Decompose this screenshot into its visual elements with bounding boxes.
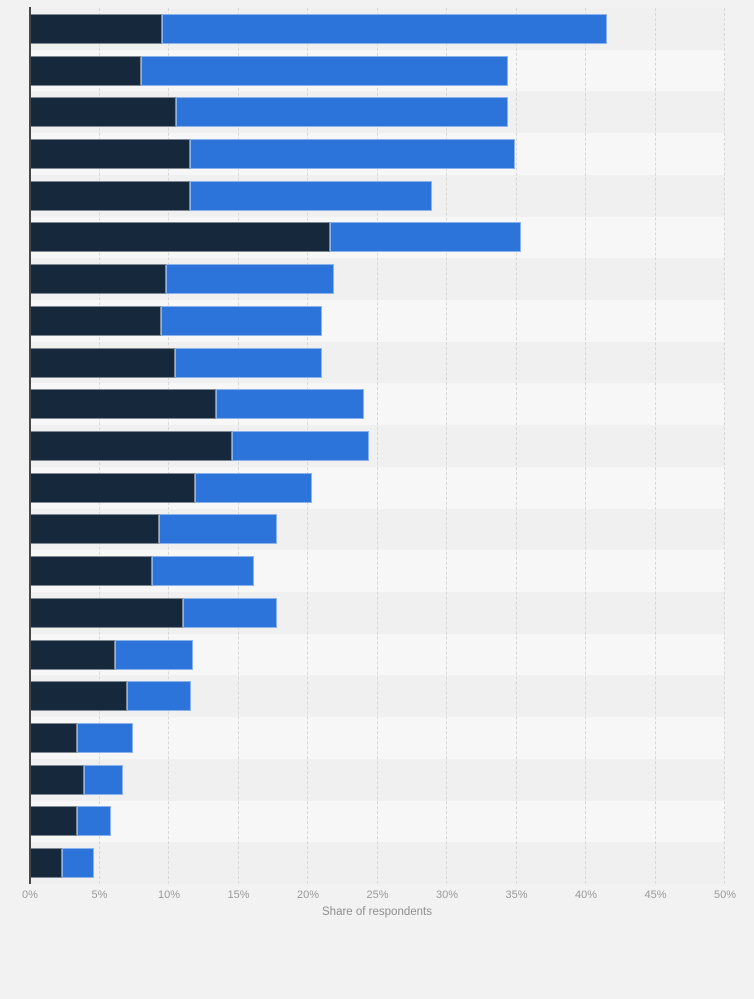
x-tick-label-50%: 50% (713, 889, 737, 901)
bar-row (30, 305, 322, 336)
blue-segment (166, 264, 335, 295)
blue-segment (182, 597, 278, 628)
bar-row (30, 472, 313, 503)
blue-segment (77, 723, 133, 753)
blue-segment (330, 222, 521, 253)
dark-navy-segment (30, 264, 167, 295)
bar-row (30, 806, 111, 837)
bar-row (30, 264, 335, 295)
dark-navy-segment (30, 556, 153, 587)
dark-navy-segment (30, 222, 331, 253)
dark-navy-segment (30, 97, 176, 128)
bar-row (30, 681, 192, 712)
gridline-50% (724, 8, 725, 884)
dark-navy-segment (30, 806, 78, 837)
dark-navy-segment (30, 848, 62, 879)
dark-navy-segment (30, 681, 128, 712)
x-tick-label-0%: 0% (22, 889, 38, 901)
bar-row (30, 139, 516, 169)
x-tick-label-35%: 35% (505, 889, 528, 901)
blue-segment (189, 139, 516, 169)
dark-navy-segment (30, 13, 163, 44)
blue-segment (174, 347, 322, 378)
bar-row (30, 97, 509, 128)
blue-segment (127, 681, 192, 712)
blue-segment (114, 639, 193, 670)
blue-segment (141, 55, 509, 86)
blue-segment (61, 848, 94, 879)
blue-segment (175, 97, 509, 128)
x-axis-label: Share of respondents (322, 906, 432, 918)
blue-segment (77, 806, 111, 837)
bar-row (30, 389, 364, 420)
blue-segment (162, 13, 607, 44)
bar-row (30, 556, 254, 587)
bar-row (30, 597, 278, 628)
bar-row (30, 13, 607, 44)
blue-segment (84, 764, 124, 795)
dark-navy-segment (30, 639, 115, 670)
row-band (30, 717, 725, 759)
row-band (30, 800, 725, 843)
x-tick-label-25%: 25% (366, 889, 389, 901)
row-band (30, 842, 725, 884)
x-tick-label-30%: 30% (435, 889, 459, 901)
dark-navy-segment (30, 55, 142, 86)
bar-row (30, 347, 322, 378)
y-axis-line (29, 7, 31, 884)
gridline-30% (446, 8, 447, 884)
blue-segment (195, 472, 313, 503)
dark-navy-segment (30, 431, 232, 461)
bar-row (30, 848, 94, 879)
blue-segment (216, 389, 364, 420)
dark-navy-segment (30, 180, 190, 211)
blue-segment (152, 556, 254, 587)
x-tick-label-40%: 40% (574, 889, 598, 901)
gridline-35% (515, 8, 517, 884)
bar-row (30, 514, 278, 545)
bar-row (30, 764, 124, 795)
x-tick-label-45%: 45% (644, 889, 667, 901)
x-tick-label-5%: 5% (91, 889, 108, 901)
dark-navy-segment (30, 389, 217, 420)
dark-navy-segment (30, 764, 85, 795)
dark-navy-segment (30, 305, 161, 336)
gridline-25% (376, 8, 378, 884)
dark-navy-segment (30, 472, 196, 503)
row-band (30, 758, 725, 801)
x-tick-label-15%: 15% (227, 889, 250, 901)
x-tick-label-20%: 20% (296, 889, 320, 901)
dark-navy-segment (30, 723, 78, 753)
dark-navy-segment (30, 139, 190, 169)
bar-row (30, 431, 370, 461)
blue-segment (231, 431, 370, 461)
dark-navy-segment (30, 514, 160, 545)
bar-row (30, 222, 521, 253)
blue-segment (189, 180, 432, 211)
blue-segment (160, 305, 322, 336)
gridline-40% (585, 8, 586, 884)
bar-row (30, 180, 432, 211)
plot-area (30, 8, 725, 884)
bar-row (30, 55, 509, 86)
bar-row (30, 639, 193, 670)
x-tick-label-10%: 10% (157, 889, 181, 901)
blue-segment (159, 514, 278, 545)
bar-row (30, 723, 133, 753)
dark-navy-segment (30, 347, 175, 378)
dark-navy-segment (30, 597, 183, 628)
gridline-45% (654, 8, 656, 884)
